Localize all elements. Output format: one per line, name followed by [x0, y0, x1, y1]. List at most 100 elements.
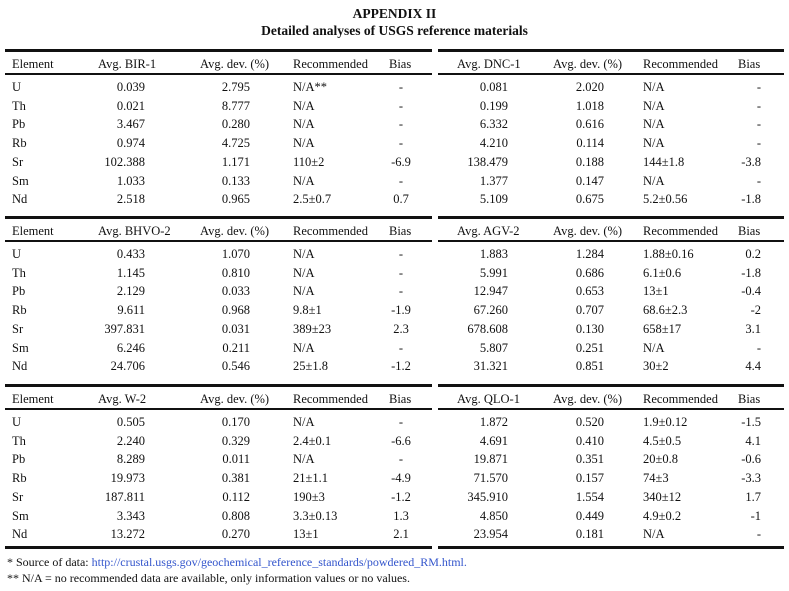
avg-value: 0.433: [116, 247, 145, 261]
column-header-avg: Avg. BIR-1: [98, 57, 157, 71]
avg-dev-value: 0.381: [221, 471, 250, 486]
footnote-na: ** N/A = no recommended data are availab…: [7, 571, 410, 585]
recommended-value: N/A: [293, 452, 315, 467]
recommended-value: N/A: [293, 284, 315, 299]
table-top-rule: [438, 216, 784, 219]
column-header-avg-dev: Avg. dev. (%): [553, 224, 623, 238]
avg-value: 4.691: [479, 433, 508, 448]
avg-dev-value: 0.170: [221, 415, 250, 429]
recommended-value: 190±3: [293, 489, 325, 504]
column-header-bias: Bias: [738, 392, 761, 406]
element-name: Rb: [12, 471, 27, 486]
element-name: Rb: [12, 136, 27, 151]
footnote-source: * Source of data: http://crustal.usgs.go…: [7, 555, 467, 570]
avg-value: 9.611: [117, 303, 145, 318]
avg-value: 6.246: [116, 340, 145, 355]
avg-dev-value: 0.147: [575, 173, 604, 188]
column-header-bias: Bias: [738, 57, 761, 71]
column-header-bias: Bias: [389, 392, 412, 406]
header-rule: [5, 408, 432, 410]
bias-value: -: [398, 173, 404, 188]
recommended-value: N/A: [293, 265, 315, 280]
recommended-value: 21±1.1: [293, 471, 328, 486]
avg-value: 0.974: [116, 136, 145, 151]
avg-value: 2.240: [116, 433, 145, 448]
recommended-value: 3.3±0.13: [293, 508, 338, 523]
avg-dev-value: 0.616: [575, 117, 604, 132]
avg-dev-value: 1.284: [575, 247, 604, 261]
bias-value: 4.4: [745, 359, 761, 374]
element-name: Pb: [12, 452, 26, 467]
column-header-avg-dev: Avg. dev. (%): [553, 392, 623, 406]
table-top-rule: [5, 216, 432, 219]
avg-dev-value: 1.171: [221, 154, 250, 169]
avg-dev-value: 8.777: [221, 98, 250, 113]
header-rule: [438, 73, 784, 75]
bias-value: -6.6: [391, 433, 411, 448]
bias-value: -: [398, 117, 404, 132]
recommended-value: 2.5±0.7: [293, 192, 332, 207]
element-name: Sr: [12, 489, 24, 504]
recommended-value: 4.9±0.2: [643, 508, 682, 523]
recommended-value: N/A: [643, 340, 665, 355]
avg-dev-value: 2.020: [575, 80, 604, 94]
bias-value: -3.3: [741, 471, 761, 486]
avg-dev-value: 0.270: [221, 527, 250, 542]
bias-value: -: [756, 527, 761, 542]
avg-dev-value: 1.018: [575, 98, 604, 113]
bias-value: 0.7: [393, 192, 409, 207]
column-header-recommended: Recommended: [293, 392, 368, 406]
recommended-value: 13±1: [643, 284, 669, 299]
avg-dev-value: 0.808: [221, 508, 250, 523]
avg-value: 4.850: [479, 508, 508, 523]
bias-value: -: [398, 415, 404, 429]
table-top-rule: [5, 384, 432, 387]
avg-dev-value: 0.686: [575, 265, 604, 280]
bias-value: -: [398, 452, 404, 467]
element-name: Rb: [12, 303, 27, 318]
table-top-rule: [5, 49, 432, 52]
avg-value: 5.807: [479, 340, 508, 355]
column-header-avg: Avg. W-2: [98, 392, 147, 406]
avg-dev-value: 1.554: [575, 489, 604, 504]
avg-value: 0.039: [116, 80, 145, 94]
bias-value: -: [398, 80, 404, 94]
avg-value: 5.991: [479, 265, 508, 280]
avg-dev-value: 0.280: [221, 117, 250, 132]
column-header-recommended: Recommended: [643, 392, 718, 406]
element-name: U: [12, 415, 22, 429]
avg-value: 2.518: [116, 192, 145, 207]
column-header-recommended: Recommended: [293, 224, 368, 238]
avg-dev-value: 0.449: [575, 508, 604, 523]
bias-value: -0.6: [741, 452, 761, 467]
recommended-value: 68.6±2.3: [643, 303, 688, 318]
column-header-avg: Avg. BHVO-2: [98, 224, 171, 238]
element-name: Sr: [12, 154, 24, 169]
avg-value: 8.289: [116, 452, 145, 467]
avg-value: 23.954: [473, 527, 508, 542]
avg-dev-value: 2.795: [221, 80, 250, 94]
avg-dev-value: 0.675: [575, 192, 604, 207]
element-name: U: [12, 247, 22, 261]
recommended-value: 340±12: [643, 489, 682, 504]
avg-value: 3.343: [116, 508, 145, 523]
avg-dev-value: 0.133: [221, 173, 250, 188]
avg-value: 345.910: [467, 489, 508, 504]
recommended-value: N/A: [643, 117, 665, 132]
bias-value: -1.8: [741, 265, 761, 280]
avg-value: 67.260: [473, 303, 508, 318]
avg-dev-value: 0.351: [575, 452, 604, 467]
element-name: Th: [12, 98, 26, 113]
avg-dev-value: 4.725: [221, 136, 250, 151]
avg-dev-value: 0.653: [575, 284, 604, 299]
table-bottom-rule: [438, 546, 784, 549]
avg-dev-value: 0.188: [575, 154, 604, 169]
element-name: Sm: [12, 508, 29, 523]
recommended-value: N/A: [293, 136, 315, 151]
header-rule: [438, 240, 784, 242]
element-name: Pb: [12, 284, 26, 299]
avg-value: 0.081: [479, 80, 508, 94]
source-link[interactable]: http://crustal.usgs.gov/geochemical_refe…: [91, 555, 467, 569]
element-name: U: [12, 80, 22, 94]
